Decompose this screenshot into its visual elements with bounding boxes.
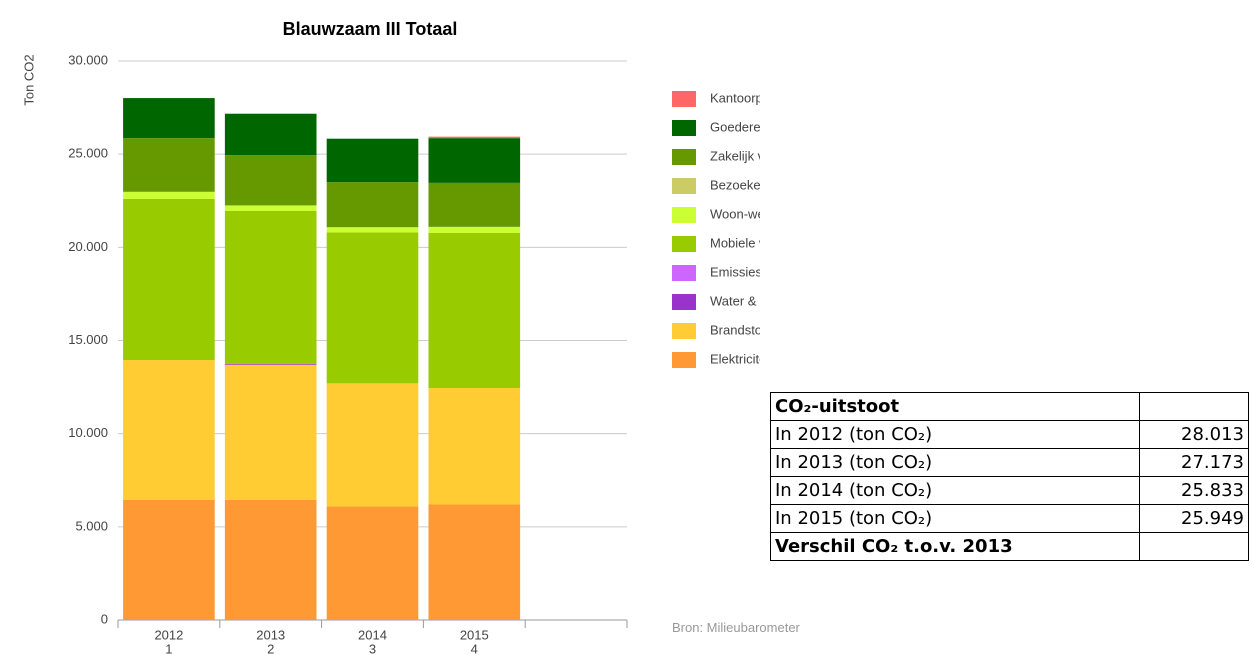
bar-segment — [326, 182, 419, 228]
y-tick-label: 25.000 — [68, 146, 108, 161]
bar-segment — [224, 364, 317, 500]
bar-segment — [123, 138, 215, 192]
legend-swatch — [672, 91, 696, 107]
legend-swatch — [672, 236, 696, 252]
bar-segment — [123, 198, 215, 361]
bar-segment — [326, 506, 419, 620]
bar-segment — [123, 360, 215, 500]
bar-segment — [428, 182, 521, 227]
bar-segment — [224, 155, 317, 206]
bar-segment — [224, 499, 317, 620]
legend-label: Goederenvervoer — [710, 119, 760, 134]
legend-label: Elektriciteit — [710, 351, 760, 366]
legend-swatch — [672, 265, 696, 281]
y-tick-label: 10.000 — [68, 425, 108, 440]
legend-label: Kantoorpapier — [710, 90, 760, 105]
y-tick-label: 30.000 — [68, 52, 108, 67]
source: Bron: Milieubarometer — [672, 620, 800, 635]
legend-label: Water & afvalwater — [710, 293, 760, 308]
label-cell: In 2014 (ton CO₂) — [770, 476, 1140, 505]
table-row: In 2014 (ton CO₂) 25.833 — [770, 476, 1249, 505]
bar-segment — [123, 98, 215, 139]
value-cell: 25.949 — [1139, 504, 1249, 533]
legend-label: Zakelijk verkeer — [710, 148, 760, 163]
x-tick-sublabel: 2 — [267, 641, 274, 655]
label-cell: In 2013 (ton CO₂) — [770, 448, 1140, 477]
chart: Blauwzaam III Totaal Ton CO2 0 5.000 10.00… — [21, 19, 760, 655]
legend-swatch — [672, 207, 696, 223]
table-row: In 2012 (ton CO₂) 28.013 — [770, 420, 1249, 449]
x-tick-label: 2014 — [358, 627, 387, 642]
empty-cell — [1139, 392, 1249, 421]
empty-cell — [1139, 532, 1249, 561]
header-cell: CO₂-uitstoot — [770, 392, 1140, 421]
value-cell: 27.173 — [1139, 448, 1249, 477]
table-body: In 2012 (ton CO₂) 28.013 In 2013 (ton CO₂)… — [770, 420, 1249, 533]
bar-segment — [428, 504, 521, 620]
bar-segment — [123, 499, 215, 620]
legend-swatch — [672, 352, 696, 368]
table-footer: Verschil CO₂ t.o.v. 2013 — [770, 532, 1249, 561]
bar-segment — [428, 232, 521, 389]
legend-swatch — [672, 178, 696, 194]
legend-label: Brandstof & warmte — [710, 322, 760, 337]
legend-swatch — [672, 323, 696, 339]
legend-label: Mobiele werktuigen — [710, 235, 760, 250]
y-tick-label: 20.000 — [68, 239, 108, 254]
bar-segment — [224, 363, 317, 365]
y-axis-label: Ton CO2 — [21, 54, 36, 105]
co2-table: CO₂-uitstoot In 2012 (ton CO₂) 28.013 In 2… — [770, 392, 1249, 561]
bar-segment — [428, 226, 521, 233]
table-row: In 2013 (ton CO₂) 27.173 — [770, 448, 1249, 477]
legend-swatch — [672, 149, 696, 165]
y-tick-label: 0 — [101, 611, 108, 626]
y-tick-label: 5.000 — [75, 518, 108, 533]
bar-segment — [326, 138, 419, 183]
x-tick-label: 2015 — [460, 627, 489, 642]
x-tick-label: 2013 — [256, 627, 285, 642]
bar-segment — [428, 388, 521, 505]
legend-label: Emissies — [710, 264, 760, 279]
label-cell: In 2015 (ton CO₂) — [770, 504, 1140, 533]
bar-segment — [123, 191, 215, 199]
label-cell: In 2012 (ton CO₂) — [770, 420, 1140, 449]
bar-segment — [224, 113, 317, 156]
y-tick-label: 15.000 — [68, 332, 108, 347]
bar-segment — [428, 136, 521, 139]
legend-label: Woon-werkverkeer — [710, 206, 760, 221]
x-tick-sublabel: 1 — [165, 641, 172, 655]
legend-label: Bezoekersverkeer — [710, 177, 760, 192]
x-tick-sublabel: 4 — [471, 641, 478, 655]
table-row: In 2015 (ton CO₂) 25.949 — [770, 504, 1249, 533]
value-cell: 25.833 — [1139, 476, 1249, 505]
bar-segment — [428, 138, 521, 183]
legend-swatch — [672, 294, 696, 310]
footer-cell: Verschil CO₂ t.o.v. 2013 — [770, 532, 1140, 561]
bar-segment — [224, 205, 317, 211]
legend-swatch — [672, 120, 696, 136]
bar-segment — [224, 210, 317, 364]
table-header: CO₂-uitstoot — [770, 392, 1249, 421]
bar-segment — [326, 227, 419, 233]
bar-segment — [326, 383, 419, 507]
chart-title: Blauwzaam III Totaal — [283, 19, 458, 39]
value-cell: 28.013 — [1139, 420, 1249, 449]
x-tick-label: 2012 — [154, 627, 183, 642]
bar-segment — [326, 232, 419, 384]
x-tick-sublabel: 3 — [369, 641, 376, 655]
